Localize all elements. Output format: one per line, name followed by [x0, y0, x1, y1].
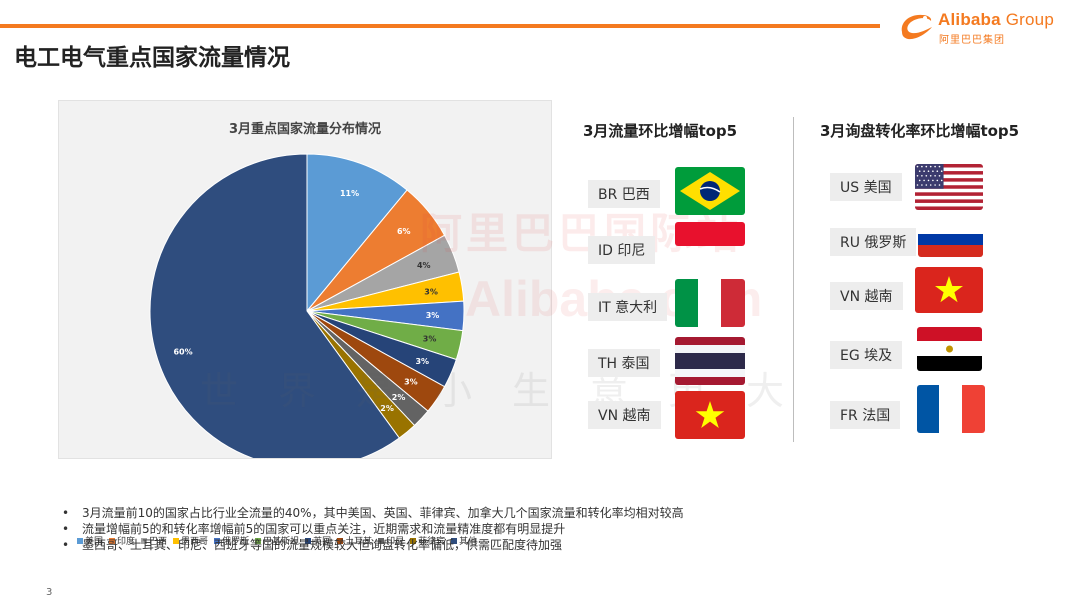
conversion-item-label: EG 埃及 — [830, 341, 903, 369]
header-accent-line — [0, 24, 880, 28]
pie-slice-美国 — [306, 153, 408, 313]
pie-data-label: 11% — [340, 189, 359, 198]
traffic-item-label: IT 意大利 — [588, 293, 668, 321]
conversion-item-label: VN 越南 — [830, 282, 903, 310]
traffic-item-label: BR 巴西 — [588, 180, 660, 208]
traffic-top5-title: 3月流量环比增幅top5 — [583, 122, 738, 140]
conversion-item-label: FR 法国 — [830, 401, 901, 429]
alibaba-swoosh-icon — [901, 14, 932, 40]
brand-name: Alibaba Group — [938, 10, 1054, 29]
pie-chart: 11% 6% 4% 3% 3% 3% 3% 3% 2% 2% 60% — [149, 153, 465, 458]
pie-chart-panel: 3月重点国家流量分布情况 11% 6% 4% 3% 3% 3% 3% 3% 2% 2% 60% 美国… — [58, 100, 552, 547]
traffic-item-label: TH 泰国 — [588, 349, 660, 377]
brand-name-chinese: 阿里巴巴集团 — [939, 35, 1005, 46]
chart-title: 3月重点国家流量分布情况 — [228, 122, 382, 137]
conversion-item-label: RU 俄罗斯 — [830, 228, 917, 256]
pie-data-label: 60% — [173, 347, 192, 356]
indonesia-flag-icon — [675, 222, 745, 246]
france-flag-icon — [917, 385, 985, 433]
pie-data-label: 6% — [397, 227, 411, 236]
page-title: 电工电气重点国家流量情况 — [14, 45, 290, 71]
vietnam-flag-icon — [675, 391, 745, 439]
pie-data-label: 2% — [380, 404, 394, 413]
thailand-flag-icon — [675, 337, 745, 385]
italy-flag-icon — [675, 279, 745, 327]
pie-data-label: 2% — [392, 393, 406, 402]
traffic-item-label: ID 印尼 — [588, 236, 656, 264]
bullet-item: 墨西哥、土耳其、印尼、西班牙等国的流量规模较大但询盘转化率偏低，供需匹配度待加强 — [62, 537, 684, 553]
vietnam-flag-icon — [915, 267, 983, 313]
summary-bullets: 3月流量前10的国家占比行业全流量的40%，其中美国、英国、菲律宾、加拿大几个国… — [62, 505, 684, 553]
alibaba-group-logo: Alibaba Group 阿里巴巴集团 — [898, 8, 1073, 46]
pie-data-label: 3% — [424, 287, 438, 296]
pie-data-label: 3% — [426, 311, 440, 320]
brazil-flag-icon — [675, 167, 745, 215]
bullet-item: 3月流量前10的国家占比行业全流量的40%，其中美国、英国、菲律宾、加拿大几个国… — [62, 505, 684, 521]
panel-divider — [793, 117, 794, 442]
traffic-item-label: VN 越南 — [588, 401, 661, 429]
pie-data-label: 3% — [404, 378, 418, 387]
pie-slice-其他 — [149, 153, 400, 458]
pie-data-label: 4% — [417, 261, 431, 270]
bullet-item: 流量增幅前5的和转化率增幅前5的国家可以重点关注，近期需求和流量精准度都有明显提… — [62, 521, 684, 537]
pie-data-label: 3% — [423, 334, 437, 343]
usa-flag-icon — [915, 164, 983, 210]
conversion-item-label: US 美国 — [830, 173, 902, 201]
egypt-flag-icon — [917, 327, 982, 371]
conversion-top5-title: 3月询盘转化率环比增幅top5 — [820, 122, 1020, 140]
pie-data-label: 3% — [415, 357, 429, 366]
russia-flag-icon — [918, 223, 983, 257]
page-number: 3 — [46, 587, 53, 598]
